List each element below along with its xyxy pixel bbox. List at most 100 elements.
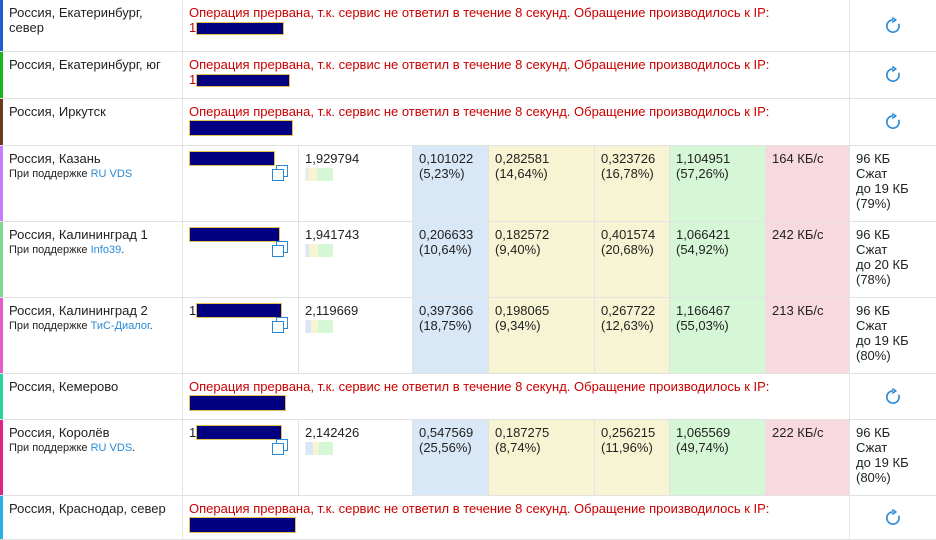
total-value: 1,065569: [676, 425, 731, 440]
ip-prefix: 1: [189, 425, 197, 440]
reload-icon[interactable]: [884, 387, 902, 406]
send-percent: (8,74%): [495, 440, 541, 455]
ip-prefix: 1: [189, 303, 197, 318]
wait-percent: (11,96%): [601, 440, 653, 455]
minibar-segment: [305, 168, 307, 181]
minibar-segment: [306, 442, 314, 455]
location-name: Россия, Краснодар, север: [9, 501, 166, 516]
dns-cell: 2,142426: [299, 420, 413, 495]
compressed-percent: (80%): [856, 348, 891, 363]
reload-icon[interactable]: [884, 66, 902, 84]
speed-cell: 242 КБ/с: [766, 222, 850, 297]
total-value: 1,066421: [676, 227, 731, 242]
size-cell: 96 КБ Сжат до 19 КБ (79%): [850, 146, 936, 221]
error-message: Операция прервана, т.к. сервис не ответи…: [189, 501, 770, 516]
sponsor-link[interactable]: RU VDS: [90, 442, 133, 454]
redacted-ip: [189, 151, 275, 166]
dns-cell: 2,119669: [299, 298, 413, 373]
location-color-stripe: [0, 52, 3, 98]
dns-value: 1,929794: [305, 151, 360, 166]
connect-value: 0,206633: [419, 227, 474, 242]
compressed-to: до 20 КБ: [856, 257, 909, 272]
error-cell: Операция прервана, т.к. сервис не ответи…: [183, 52, 850, 98]
dns-cell: 1,929794: [299, 146, 413, 221]
sponsor-link[interactable]: Info39: [90, 244, 122, 256]
sponsor-suffix: .: [132, 442, 136, 454]
connect-percent: (18,75%): [419, 318, 472, 333]
sponsor-link[interactable]: ТиС-Диалог: [90, 320, 150, 332]
connect-cell: 0,206633 (10,64%): [413, 222, 489, 297]
minibar-segment: [314, 320, 318, 333]
compressed-to: до 19 КБ: [856, 455, 909, 470]
compressed-to: до 19 КБ: [856, 181, 909, 196]
compressed-label: Сжат: [856, 440, 888, 455]
sponsor-link[interactable]: RU VDS: [90, 168, 133, 180]
sponsor-prefix: При поддержке: [9, 320, 88, 332]
dns-value: 1,941743: [305, 227, 360, 242]
ip-line: [189, 119, 843, 136]
sponsor-line: При поддержке RU VDS.: [9, 441, 176, 456]
ip-line: [189, 227, 292, 242]
redacted-ip: [189, 227, 280, 242]
reload-cell: [850, 52, 936, 98]
dns-value: 2,142426: [305, 425, 360, 440]
location-cell: Россия, Иркутск: [3, 99, 183, 145]
redacted-ip: [189, 516, 296, 533]
connect-value: 0,547569: [419, 425, 474, 440]
send-percent: (9,34%): [495, 318, 541, 333]
location-color-stripe: [0, 496, 3, 539]
timing-minibar: [305, 320, 333, 333]
table-row: Россия, Королёв При поддержке RU VDS. 1 2,1…: [0, 420, 936, 496]
ip-line: [189, 394, 843, 411]
wait-cell: 0,401574 (20,68%): [595, 222, 670, 297]
redacted-ip: [189, 119, 293, 136]
minibar-segment: [305, 320, 307, 333]
minibar-segment: [311, 244, 318, 257]
ip-cell: 1: [183, 298, 299, 373]
copy-icon[interactable]: [272, 241, 288, 257]
wait-cell: 0,267722 (12,63%): [595, 298, 670, 373]
location-cell: Россия, Екатеринбург, юг: [3, 52, 183, 98]
location-name: Россия, Екатеринбург, юг: [9, 57, 161, 72]
location-name: Россия, Кемерово: [9, 379, 119, 394]
copy-icon[interactable]: [272, 165, 288, 181]
copy-icon[interactable]: [272, 439, 288, 455]
ip-cell: [183, 146, 299, 221]
size-cell: 96 КБ Сжат до 19 КБ (80%): [850, 420, 936, 495]
reload-icon[interactable]: [884, 508, 902, 527]
wait-percent: (16,78%): [601, 166, 654, 181]
total-percent: (54,92%): [676, 242, 729, 257]
ip-cell: [183, 222, 299, 297]
sponsor-suffix: .: [121, 244, 125, 256]
speed-value: 242 КБ/с: [772, 227, 824, 242]
send-percent: (9,40%): [495, 242, 541, 257]
table-row: Россия, Екатеринбург, север Операция прер…: [0, 0, 936, 52]
ip-line: [189, 151, 292, 166]
error-cell: Операция прервана, т.к. сервис не ответи…: [183, 374, 850, 419]
copy-icon[interactable]: [272, 317, 288, 333]
reload-icon[interactable]: [884, 16, 902, 35]
reload-icon[interactable]: [884, 113, 902, 131]
sponsor-line: При поддержке Info39.: [9, 243, 176, 258]
timing-minibar: [305, 442, 333, 455]
total-percent: (57,26%): [676, 166, 729, 181]
reload-cell: [850, 0, 936, 51]
ip-cell: 1: [183, 420, 299, 495]
wait-percent: (12,63%): [601, 318, 654, 333]
minibar-segment: [305, 244, 307, 257]
connect-percent: (25,56%): [419, 440, 472, 455]
total-percent: (49,74%): [676, 440, 729, 455]
size-value: 96 КБ: [856, 425, 891, 440]
redacted-ip: [196, 425, 283, 440]
minibar-segment: [319, 442, 333, 455]
sponsor-prefix: При поддержке: [9, 442, 88, 454]
sponsor-line: При поддержке RU VDS: [9, 167, 176, 182]
total-value: 1,104951: [676, 151, 731, 166]
error-message: Операция прервана, т.к. сервис не ответи…: [189, 104, 770, 119]
table-row: Россия, Калининград 2 При поддержке ТиС-Д…: [0, 298, 936, 374]
connect-cell: 0,397366 (18,75%): [413, 298, 489, 373]
table-row: Россия, Екатеринбург, юг Операция прерван…: [0, 52, 936, 99]
minibar-segment: [305, 442, 307, 455]
compressed-label: Сжат: [856, 242, 888, 257]
dns-cell: 1,941743: [299, 222, 413, 297]
